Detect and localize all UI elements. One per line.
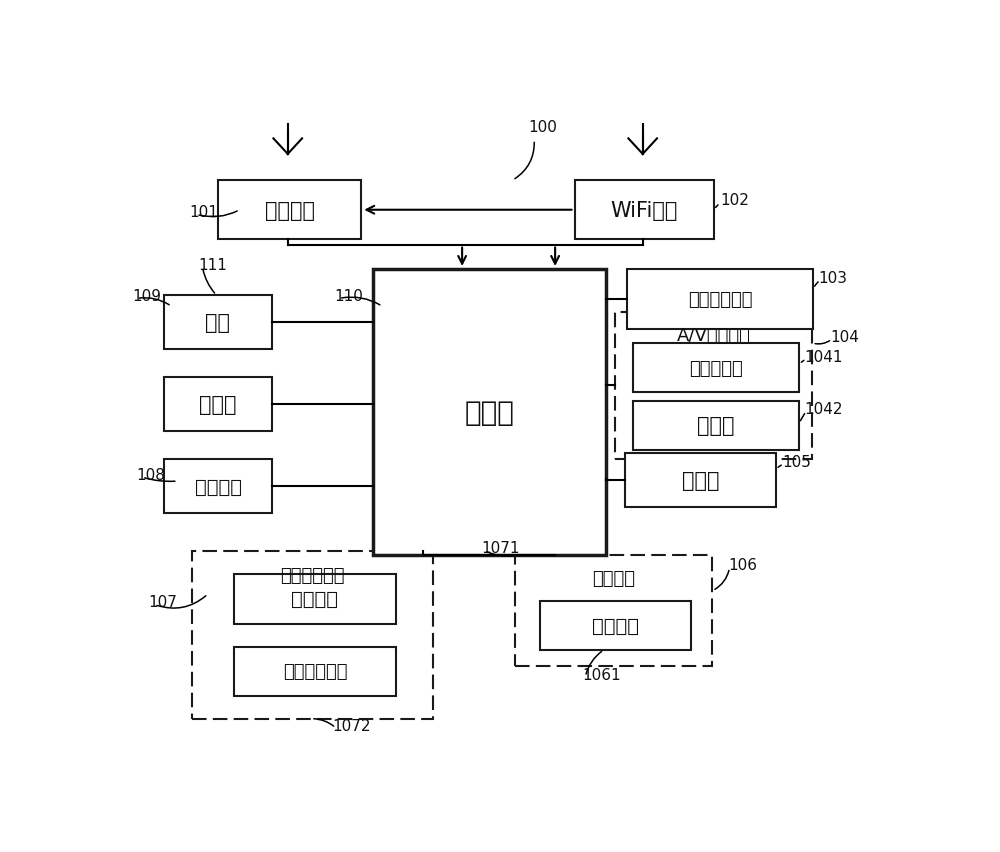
Bar	[164, 296, 272, 349]
Bar	[574, 181, 714, 240]
Bar	[540, 601, 691, 650]
Text: 107: 107	[148, 595, 177, 610]
Text: 101: 101	[189, 205, 218, 220]
Bar	[373, 269, 606, 555]
Text: 图形处理器: 图形处理器	[689, 360, 743, 377]
Text: 1072: 1072	[333, 718, 371, 733]
Bar	[234, 647, 396, 696]
Text: 111: 111	[199, 257, 228, 273]
Text: 显示单元: 显示单元	[592, 569, 635, 587]
Text: 1041: 1041	[805, 349, 843, 365]
Text: 显示面板: 显示面板	[592, 616, 639, 635]
Text: 110: 110	[334, 288, 363, 303]
Text: 109: 109	[133, 288, 162, 303]
Text: 传感器: 传感器	[682, 470, 719, 490]
Text: 处理器: 处理器	[464, 398, 514, 426]
Text: 电源: 电源	[206, 313, 230, 332]
Bar	[164, 377, 272, 432]
Text: 103: 103	[819, 271, 848, 285]
Bar	[615, 312, 812, 460]
Text: 其他输入设备: 其他输入设备	[283, 662, 347, 681]
Bar	[633, 343, 799, 393]
Text: 触控面板: 触控面板	[291, 590, 338, 608]
Text: 104: 104	[830, 330, 859, 344]
Text: WiFi模块: WiFi模块	[611, 200, 678, 221]
Bar	[164, 460, 272, 514]
Text: A/V输入单元: A/V输入单元	[677, 326, 751, 344]
Text: 音频输出单元: 音频输出单元	[688, 291, 752, 308]
Bar	[633, 401, 799, 451]
Text: 108: 108	[137, 468, 166, 482]
Text: 接口单元: 接口单元	[194, 477, 242, 496]
Bar	[515, 555, 712, 666]
Text: 106: 106	[728, 557, 757, 573]
Text: 105: 105	[782, 454, 811, 469]
Bar	[192, 551, 433, 719]
Bar	[627, 269, 813, 330]
Text: 100: 100	[528, 119, 557, 135]
Text: 102: 102	[720, 193, 749, 208]
Text: 射频单元: 射频单元	[265, 200, 315, 221]
Text: 麦克风: 麦克风	[697, 416, 735, 436]
Text: 1042: 1042	[805, 402, 843, 417]
Text: 1061: 1061	[582, 667, 621, 682]
Text: 存储器: 存储器	[199, 394, 237, 415]
Bar	[218, 181, 361, 240]
Bar	[625, 453, 776, 507]
Text: 用户输入单元: 用户输入单元	[280, 566, 345, 584]
Text: 1071: 1071	[482, 541, 520, 556]
Bar	[234, 574, 396, 624]
